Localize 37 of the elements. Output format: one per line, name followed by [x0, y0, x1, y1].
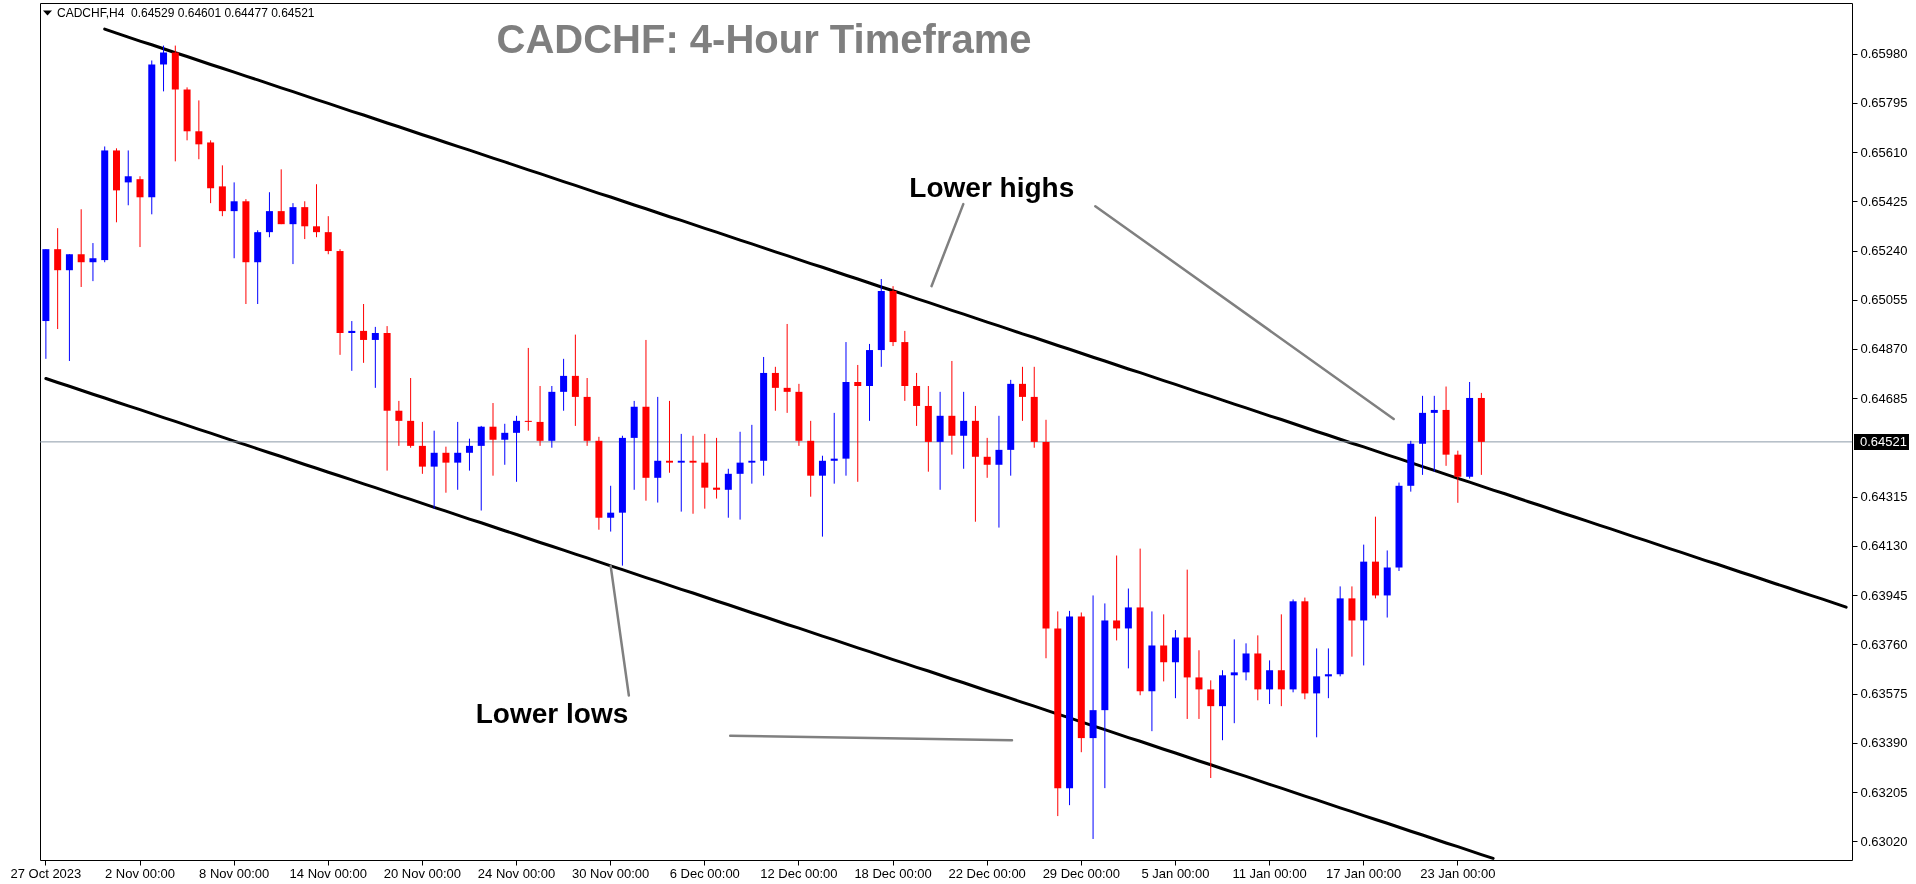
y-tick-label: 0.63020	[1860, 833, 1908, 849]
x-tick-label: 5 Jan 00:00	[1141, 865, 1210, 881]
y-tick-label: 0.63575	[1860, 686, 1908, 702]
x-tick-label: 20 Nov 00:00	[383, 865, 462, 881]
y-tick-label: 0.65240	[1860, 243, 1908, 259]
y-tick-label: 0.64130	[1860, 538, 1908, 554]
chart-title: CADCHF: 4-Hour Timeframe	[496, 16, 1032, 61]
y-tick-label: 0.63760	[1860, 636, 1908, 652]
y-tick-label: 0.64685	[1860, 390, 1908, 406]
y-tick-label: 0.64315	[1860, 489, 1908, 505]
y-tick-label: 0.65610	[1860, 144, 1908, 160]
y-tick-label: 0.65795	[1860, 95, 1908, 111]
x-tick-label: 18 Dec 00:00	[854, 865, 932, 881]
x-tick-label: 6 Dec 00:00	[669, 865, 740, 881]
ref-line-label: 0.64521	[1860, 433, 1907, 449]
y-tick-label: 0.63945	[1860, 587, 1908, 603]
y-tick-label: 0.63390	[1860, 735, 1908, 751]
x-tick-label: 23 Jan 00:00	[1420, 865, 1496, 881]
annotation: Lower highs	[909, 172, 1075, 204]
x-tick-label: 17 Jan 00:00	[1326, 865, 1402, 881]
y-tick-label: 0.65425	[1860, 193, 1908, 209]
y-tick-label: 0.65055	[1860, 292, 1908, 308]
x-tick-label: 2 Nov 00:00	[104, 865, 176, 881]
x-tick-label: 22 Dec 00:00	[948, 865, 1026, 881]
x-tick-label: 29 Dec 00:00	[1042, 865, 1120, 881]
y-tick-label: 0.63205	[1860, 784, 1908, 800]
x-tick-label: 24 Nov 00:00	[477, 865, 556, 881]
x-tick-label: 14 Nov 00:00	[289, 865, 367, 881]
x-tick-label: 27 Oct 2023	[10, 865, 82, 881]
x-tick-label: 30 Nov 00:00	[571, 865, 650, 881]
x-tick-label: 8 Nov 00:00	[199, 865, 270, 881]
y-tick-label: 0.64870	[1860, 341, 1908, 357]
x-tick-label: 12 Dec 00:00	[760, 865, 838, 881]
y-tick-label: 0.65980	[1860, 46, 1908, 62]
x-tick-label: 11 Jan 00:00	[1232, 865, 1307, 881]
annotation: Lower lows	[475, 698, 629, 730]
annotation: CADCHF,H4 0.64529 0.64601 0.64477 0.64521	[57, 5, 315, 20]
